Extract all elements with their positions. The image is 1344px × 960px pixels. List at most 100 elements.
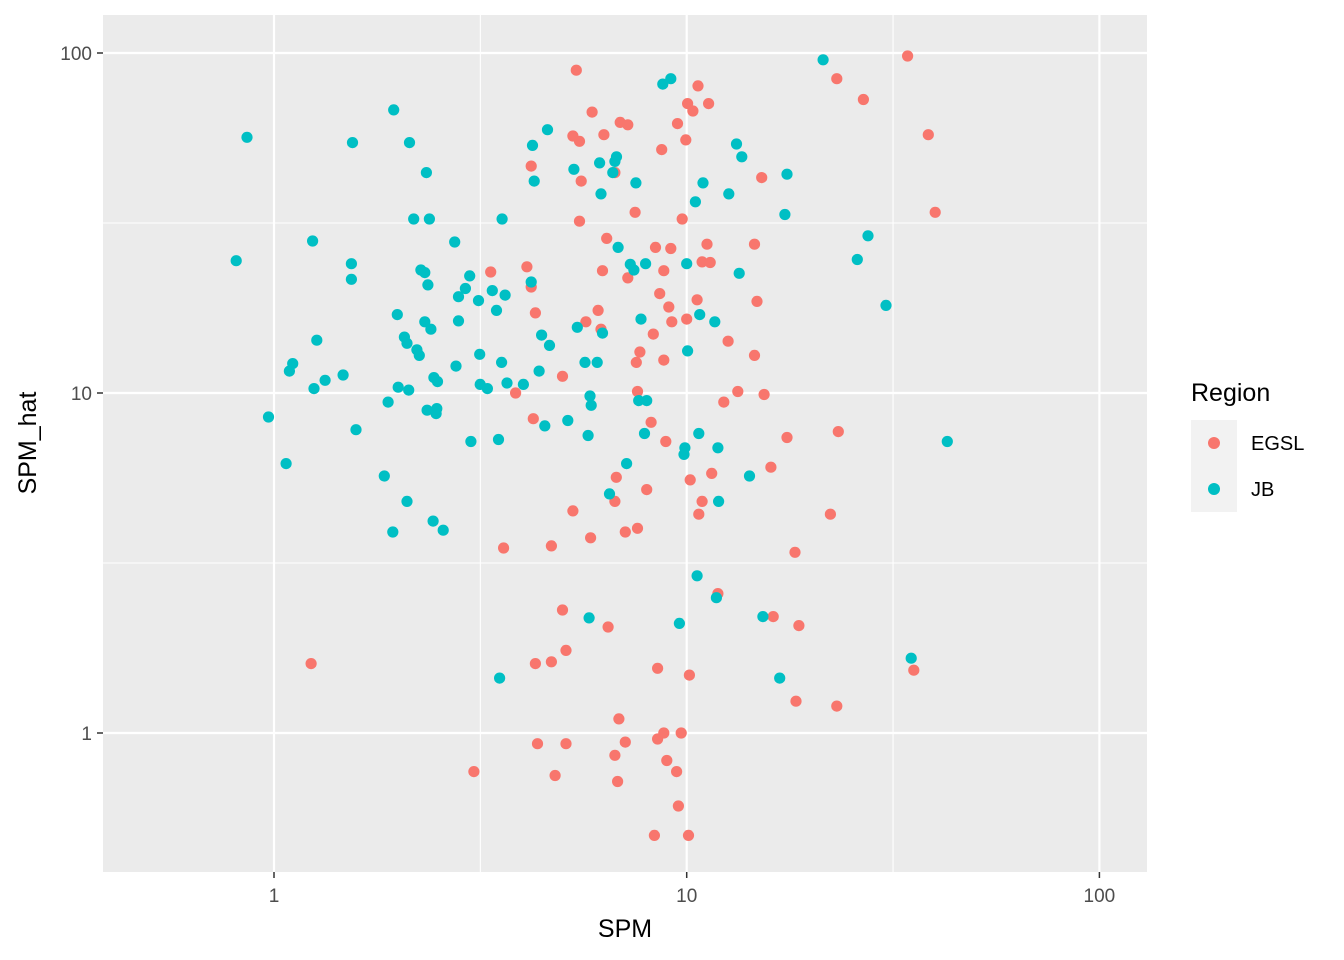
point-egsl [630, 356, 642, 368]
minor-gridlines [67, 15, 1147, 872]
point-jb [681, 258, 693, 270]
point-jb [682, 345, 694, 357]
point-egsl [718, 396, 730, 408]
point-jb [640, 258, 652, 270]
point-egsl [681, 313, 693, 325]
point-jb [583, 612, 595, 624]
point-jb [311, 334, 323, 346]
point-jb [350, 424, 362, 436]
point-jb [691, 570, 703, 582]
point-egsl [575, 175, 587, 187]
point-egsl [622, 119, 634, 131]
point-egsl [545, 540, 558, 552]
point-jb [501, 377, 513, 389]
point-jb [401, 337, 413, 349]
point-jb [421, 404, 433, 416]
x-tick-label: 100 [1084, 886, 1116, 907]
point-jb [607, 167, 619, 179]
point-egsl [703, 98, 715, 110]
y-axis-title: SPM_hat [14, 392, 42, 495]
point-jb [422, 279, 434, 291]
point-jb [774, 672, 786, 684]
point-egsl [831, 73, 843, 85]
point-jb [594, 157, 606, 169]
point-jb [388, 104, 400, 116]
point-egsl [748, 238, 761, 250]
point-egsl [549, 769, 561, 782]
point-egsl [692, 80, 704, 92]
point-jb [420, 167, 432, 179]
point-egsl [652, 662, 664, 674]
point-jb [431, 403, 443, 415]
point-jb [673, 617, 686, 630]
point-jb [536, 329, 548, 341]
point-egsl [580, 316, 592, 328]
point-egsl [601, 232, 613, 244]
point-jb [880, 299, 892, 311]
point-jb [378, 470, 390, 482]
point-egsl [922, 129, 934, 141]
point-egsl [658, 354, 670, 366]
point-jb [499, 289, 511, 301]
point-jb [345, 273, 357, 285]
point-egsl [570, 64, 582, 76]
point-jb [712, 442, 724, 454]
point-jb [723, 188, 735, 200]
plot-panel [103, 15, 1147, 872]
point-egsl [613, 713, 625, 725]
point-egsl [765, 461, 777, 473]
point-jb [382, 396, 394, 408]
point-jb [539, 420, 551, 432]
point-jb [452, 291, 465, 303]
point-egsl [732, 385, 744, 398]
point-jb [628, 264, 640, 276]
point-jb [526, 139, 539, 151]
point-egsl [531, 738, 544, 750]
point-egsl [682, 829, 695, 842]
point-jb [287, 358, 299, 370]
point-jb [449, 236, 461, 248]
point-jb [633, 395, 645, 407]
point-egsl [622, 272, 634, 284]
point-jb [641, 395, 653, 407]
point-jb [494, 672, 506, 684]
point-egsl [560, 644, 572, 657]
point-jb [528, 175, 540, 187]
point-jb [543, 339, 556, 351]
point-jb [517, 378, 530, 390]
point-egsl [672, 800, 685, 812]
point-jb [337, 369, 349, 381]
point-egsl [645, 416, 657, 428]
point-egsl [767, 611, 779, 623]
legend-title: Region [1191, 379, 1270, 407]
point-egsl [658, 727, 670, 739]
point-egsl [666, 316, 678, 328]
point-egsl [573, 215, 586, 227]
point-egsl [824, 508, 837, 520]
point-egsl [758, 388, 770, 401]
point-jb [465, 435, 477, 448]
point-jb [474, 348, 486, 360]
point-jb [579, 356, 591, 368]
point-egsl [529, 658, 542, 670]
point-egsl [468, 766, 480, 778]
data-points [230, 50, 953, 842]
point-egsl [748, 349, 761, 361]
point-jb [713, 495, 725, 507]
point-jb [486, 285, 498, 297]
point-egsl [671, 118, 684, 130]
point-egsl [781, 431, 793, 444]
point-jb [490, 304, 503, 316]
point-jb [452, 315, 465, 327]
point-egsl [556, 370, 569, 382]
point-egsl [696, 495, 708, 507]
point-jb [413, 349, 425, 361]
point-jb [431, 376, 444, 388]
point-egsl [665, 242, 677, 255]
point-jb [241, 131, 253, 143]
point-jb [710, 592, 723, 604]
point-jb [525, 276, 537, 288]
point-egsl [609, 749, 621, 761]
point-jb [459, 282, 471, 295]
